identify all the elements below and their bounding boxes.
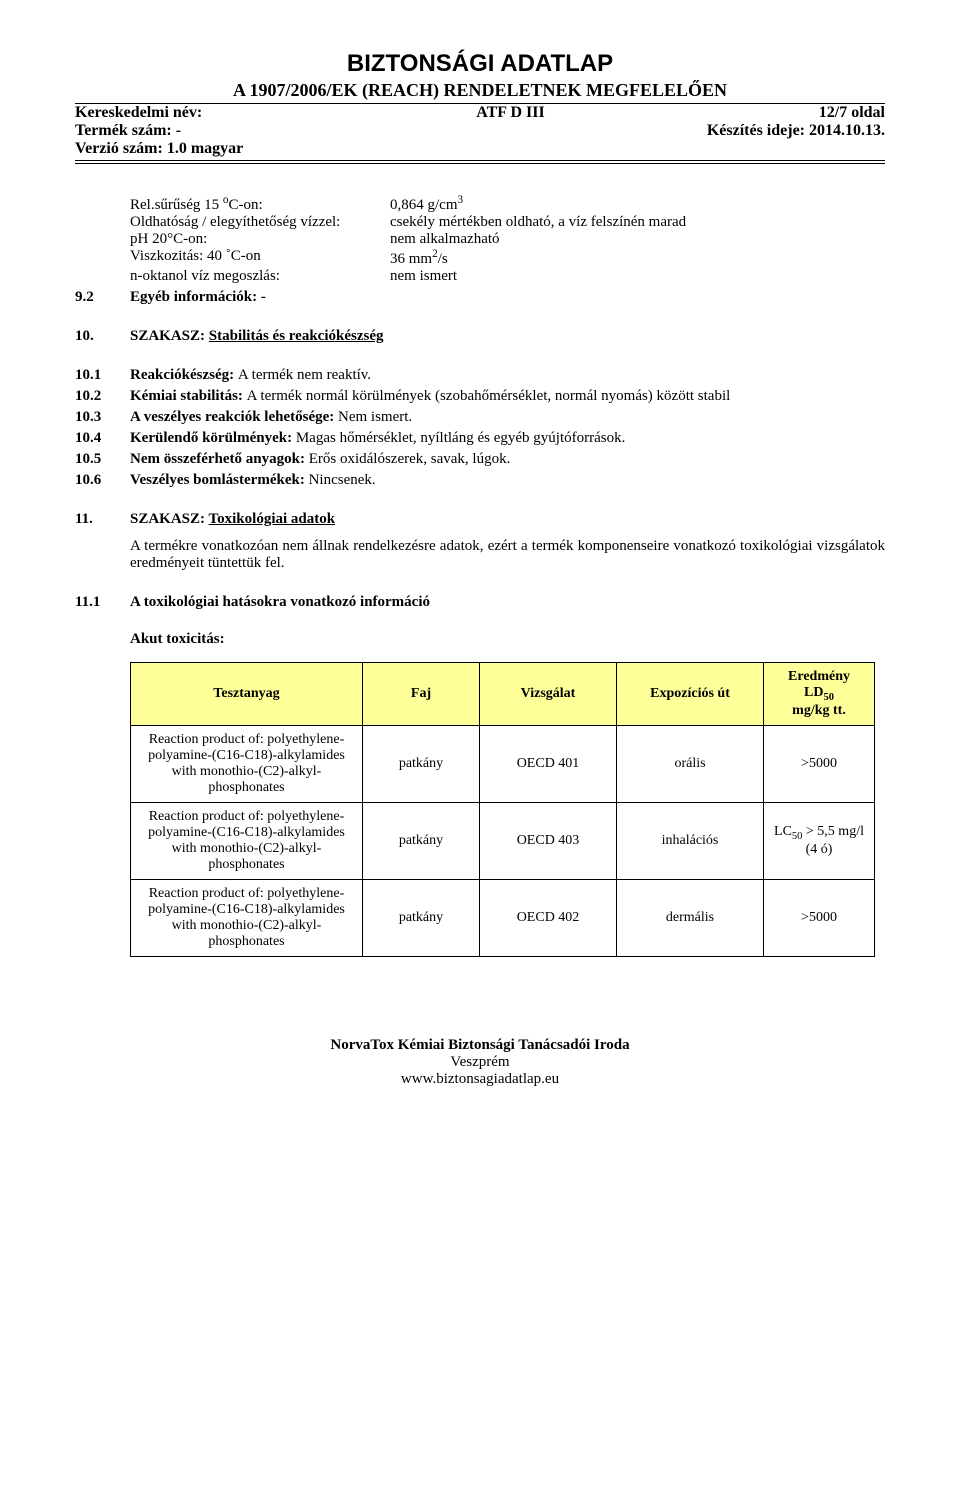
row-9-2: 9.2 Egyéb információk: - [75, 289, 885, 306]
toxicity-table: Tesztanyag Faj Vizsgálat Expozíciós út E… [130, 662, 875, 957]
ph-value: nem alkalmazható [390, 231, 885, 248]
cell-test: OECD 402 [480, 879, 617, 956]
row-10-4: 10.4 Kerülendő körülmények: Magas hőmérs… [75, 430, 885, 447]
cell-route: orális [617, 725, 764, 802]
prop-row-solubility: Oldhatóság / elegyíthetőség vízzel: csek… [130, 214, 885, 231]
product-number: Termék szám: - [75, 122, 181, 140]
table-row: Reaction product of: polyethylene-polyam… [131, 725, 875, 802]
cell-species: patkány [363, 725, 480, 802]
text-9-2: Egyéb információk: - [130, 289, 885, 306]
col-route: Expozíciós út [617, 663, 764, 726]
num-10-2: 10.2 [75, 388, 130, 405]
section-10-title: SZAKASZ: Stabilitás és reakciókészség [130, 328, 885, 345]
row-10-6: 10.6 Veszélyes bomlástermékek: Nincsenek… [75, 472, 885, 489]
header-rule-bottom [75, 160, 885, 164]
cell-route: dermális [617, 879, 764, 956]
col-test-substance: Tesztanyag [131, 663, 363, 726]
table-header-row: Tesztanyag Faj Vizsgálat Expozíciós út E… [131, 663, 875, 726]
header-block: BIZTONSÁGI ADATLAP A 1907/2006/EK (REACH… [75, 50, 885, 164]
row-10: 10. SZAKASZ: Stabilitás és reakciókészsé… [75, 328, 885, 345]
solubility-label: Oldhatóság / elegyíthetőség vízzel: [130, 214, 390, 231]
footer-city: Veszprém [75, 1054, 885, 1071]
partition-label: n-oktanol víz megoszlás: [130, 268, 390, 285]
num-10-3: 10.3 [75, 409, 130, 426]
footer-url: www.biztonsagiadatlap.eu [75, 1071, 885, 1088]
viscosity-label: Viszkozitás: 40 ˚C-on [130, 248, 390, 268]
section-11-paragraph: A termékre vonatkozóan nem állnak rendel… [130, 538, 885, 572]
text-11-1: A toxikológiai hatásokra vonatkozó infor… [130, 594, 885, 611]
ph-label: pH 20°C-on: [130, 231, 390, 248]
num-10-4: 10.4 [75, 430, 130, 447]
density-label: Rel.sűrűség 15 oC-on: [130, 194, 390, 214]
text-10-5: Nem összeférhető anyagok: Erős oxidálósz… [130, 451, 885, 468]
prop-row-partition: n-oktanol víz megoszlás: nem ismert [130, 268, 885, 285]
cell-substance: Reaction product of: polyethylene-polyam… [131, 879, 363, 956]
cell-route: inhalációs [617, 802, 764, 879]
page-container: BIZTONSÁGI ADATLAP A 1907/2006/EK (REACH… [0, 0, 960, 1118]
footer-block: NorvaTox Kémiai Biztonsági Tanácsadói Ir… [75, 1037, 885, 1088]
cell-species: patkány [363, 802, 480, 879]
row-11: 11. SZAKASZ: Toxikológiai adatok [75, 511, 885, 528]
text-10-4: Kerülendő körülmények: Magas hőmérséklet… [130, 430, 885, 447]
row-10-5: 10.5 Nem összeférhető anyagok: Erős oxid… [75, 451, 885, 468]
cell-result: >5000 [764, 725, 875, 802]
col-test: Vizsgálat [480, 663, 617, 726]
num-10: 10. [75, 328, 130, 345]
footer-company: NorvaTox Kémiai Biztonsági Tanácsadói Ir… [75, 1037, 885, 1054]
row-11-1: 11.1 A toxikológiai hatásokra vonatkozó … [75, 594, 885, 611]
num-11-1: 11.1 [75, 594, 130, 611]
trade-name-label: Kereskedelmi név: [75, 104, 202, 122]
product-name: ATF D III [476, 104, 544, 122]
num-10-1: 10.1 [75, 367, 130, 384]
col-species: Faj [363, 663, 480, 726]
row-10-2: 10.2 Kémiai stabilitás: A termék normál … [75, 388, 885, 405]
header-row-1: Kereskedelmi név: ATF D III 12/7 oldal [75, 104, 885, 122]
prop-row-density: Rel.sűrűség 15 oC-on: 0,864 g/cm3 [130, 194, 885, 214]
density-value: 0,864 g/cm3 [390, 194, 885, 214]
num-10-6: 10.6 [75, 472, 130, 489]
text-10-6: Veszélyes bomlástermékek: Nincsenek. [130, 472, 885, 489]
prop-row-ph: pH 20°C-on: nem alkalmazható [130, 231, 885, 248]
prep-date: Készítés ideje: 2014.10.13. [707, 122, 885, 140]
text-10-2: Kémiai stabilitás: A termék normál körül… [130, 388, 885, 405]
header-row-2: Termék szám: - Készítés ideje: 2014.10.1… [75, 122, 885, 140]
cell-species: patkány [363, 879, 480, 956]
cell-test: OECD 401 [480, 725, 617, 802]
acute-toxicity-label: Akut toxicitás: [130, 631, 885, 648]
cell-substance: Reaction product of: polyethylene-polyam… [131, 725, 363, 802]
table-row: Reaction product of: polyethylene-polyam… [131, 879, 875, 956]
version-number: Verzió szám: 1.0 magyar [75, 140, 243, 158]
num-11: 11. [75, 511, 130, 528]
page-number: 12/7 oldal [819, 104, 885, 122]
row-10-1: 10.1 Reakciókészség: A termék nem reaktí… [75, 367, 885, 384]
cell-result: LC50 > 5,5 mg/l (4 ó) [764, 802, 875, 879]
section-11-title: SZAKASZ: Toxikológiai adatok [130, 511, 885, 528]
text-10-3: A veszélyes reakciók lehetősége: Nem ism… [130, 409, 885, 426]
cell-result: >5000 [764, 879, 875, 956]
row-10-3: 10.3 A veszélyes reakciók lehetősége: Ne… [75, 409, 885, 426]
cell-test: OECD 403 [480, 802, 617, 879]
col-result: Eredmény LD50 mg/kg tt. [764, 663, 875, 726]
solubility-value: csekély mértékben oldható, a víz felszín… [390, 214, 885, 231]
text-10-1: Reakciókészség: A termék nem reaktív. [130, 367, 885, 384]
doc-subtitle: A 1907/2006/EK (REACH) RENDELETNEK MEGFE… [75, 80, 885, 101]
viscosity-value: 36 mm2/s [390, 248, 885, 268]
cell-substance: Reaction product of: polyethylene-polyam… [131, 802, 363, 879]
doc-title: BIZTONSÁGI ADATLAP [75, 50, 885, 78]
header-row-3: Verzió szám: 1.0 magyar [75, 140, 885, 158]
num-10-5: 10.5 [75, 451, 130, 468]
partition-value: nem ismert [390, 268, 885, 285]
num-9-2: 9.2 [75, 289, 130, 306]
prop-row-viscosity: Viszkozitás: 40 ˚C-on 36 mm2/s [130, 248, 885, 268]
body-content: Rel.sűrűség 15 oC-on: 0,864 g/cm3 Oldhat… [75, 194, 885, 957]
table-row: Reaction product of: polyethylene-polyam… [131, 802, 875, 879]
